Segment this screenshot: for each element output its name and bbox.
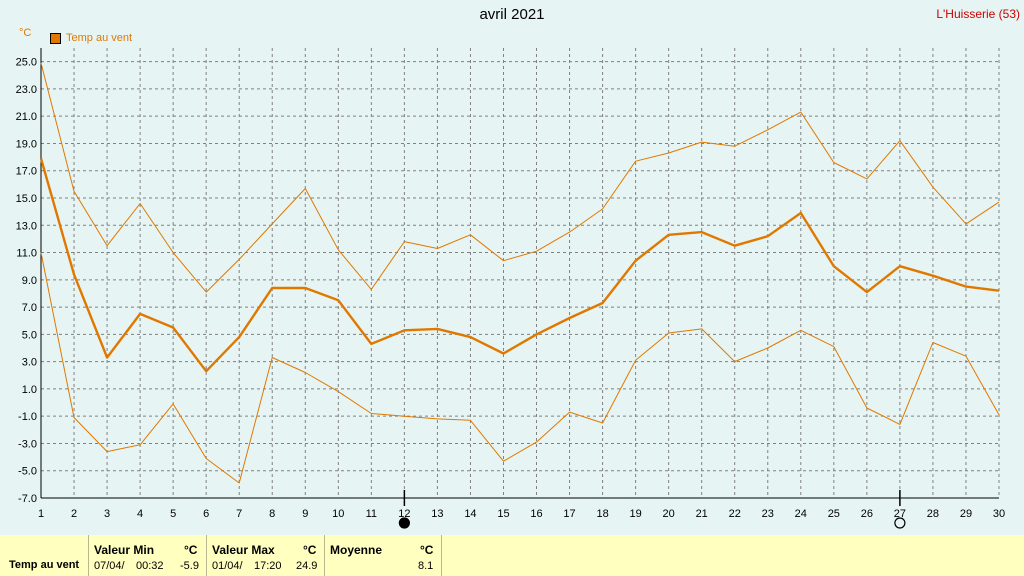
x-tick-label: 22: [729, 508, 741, 520]
x-tick-label: 4: [137, 508, 143, 520]
legend-label: Temp au vent: [66, 32, 133, 44]
stats-avg-value: 8.1: [418, 560, 434, 572]
x-tick-label: 20: [663, 508, 675, 520]
stats-panel: Temp au vent Valeur Min °C 07/04/ 00:32 …: [0, 535, 1024, 576]
stats-max-time: 17:20: [254, 560, 282, 572]
y-tick-label: 11.0: [16, 248, 37, 260]
stats-max-date: 01/04/: [212, 560, 243, 572]
y-tick-label: -3.0: [18, 438, 37, 450]
x-tick-label: 26: [861, 508, 873, 520]
stats-avg-unit: °C: [420, 543, 434, 557]
unit-label: °C: [19, 27, 32, 39]
x-tick-label: 2: [71, 508, 77, 520]
stats-row-label-cell: Temp au vent: [0, 535, 89, 576]
x-tick-label: 15: [497, 508, 509, 520]
x-tick-label: 7: [236, 508, 242, 520]
legend: Temp au vent: [50, 32, 132, 44]
x-tick-label: 25: [828, 508, 840, 520]
stats-min-date: 07/04/: [94, 560, 125, 572]
x-tick-label: 16: [530, 508, 542, 520]
x-tick-label: 6: [203, 508, 209, 520]
y-tick-label: 7.0: [22, 302, 37, 314]
y-tick-label: 21.0: [16, 111, 37, 123]
x-tick-label: 28: [927, 508, 939, 520]
line-chart: 25.023.021.019.017.015.013.011.09.07.05.…: [16, 48, 1005, 529]
stats-max-cell: Valeur Max °C 01/04/ 17:20 24.9: [206, 535, 325, 576]
series-line-max: [40, 62, 1000, 293]
y-tick-label: 23.0: [16, 84, 37, 96]
stats-min-time: 00:32: [136, 560, 164, 572]
y-tick-label: 9.0: [22, 275, 37, 287]
x-tick-label: 19: [629, 508, 641, 520]
x-tick-label: 17: [563, 508, 575, 520]
legend-swatch: [50, 32, 61, 44]
y-tick-label: -5.0: [18, 466, 37, 478]
y-tick-label: 13.0: [16, 220, 37, 232]
x-tick-label: 13: [431, 508, 443, 520]
plot-area: [41, 48, 999, 498]
y-tick-label: 25.0: [16, 57, 37, 69]
stats-avg-cell: Moyenne °C 8.1: [324, 535, 442, 576]
y-tick-label: 15.0: [16, 193, 37, 205]
y-tick-label: 5.0: [22, 329, 37, 341]
x-tick-label: 8: [269, 508, 275, 520]
chart-title: avril 2021: [479, 6, 545, 23]
x-tick-label: 12: [398, 508, 410, 520]
x-tick-label: 18: [596, 508, 608, 520]
x-tick-label: 29: [960, 508, 972, 520]
new-moon-icon: [398, 517, 410, 529]
y-tick-label: 3.0: [22, 357, 37, 369]
y-tick-label: 1.0: [22, 384, 37, 396]
stats-avg-header: Moyenne: [330, 543, 383, 557]
stats-min-unit: °C: [184, 543, 198, 557]
x-tick-label: 27: [894, 508, 906, 520]
y-tick-label: -1.0: [18, 411, 37, 423]
stats-min-header: Valeur Min: [94, 543, 155, 557]
series-line-min: [40, 252, 1000, 484]
y-tick-label: 19.0: [16, 138, 37, 150]
y-tick-label: 17.0: [16, 166, 37, 178]
x-tick-label: 11: [366, 508, 377, 520]
stats-min-value: -5.9: [180, 560, 199, 572]
x-tick-label: 24: [795, 508, 807, 520]
x-tick-label: 1: [38, 508, 44, 520]
x-tick-label: 30: [993, 508, 1005, 520]
y-tick-label: -7.0: [18, 493, 37, 505]
stats-max-value: 24.9: [296, 560, 318, 572]
stats-max-header: Valeur Max: [212, 543, 275, 557]
x-tick-label: 5: [170, 508, 176, 520]
x-tick-label: 21: [696, 508, 708, 520]
stats-max-unit: °C: [303, 543, 317, 557]
series-line-mean: [39, 158, 1000, 373]
x-tick-label: 9: [302, 508, 308, 520]
x-tick-label: 23: [762, 508, 774, 520]
x-tick-label: 3: [104, 508, 110, 520]
full-moon-icon: [894, 517, 906, 529]
stats-row-label: Temp au vent: [9, 559, 80, 571]
x-tick-label: 14: [464, 508, 476, 520]
station-name: L'Huisserie (53): [936, 7, 1020, 21]
stats-min-cell: Valeur Min °C 07/04/ 00:32 -5.9: [88, 535, 207, 576]
x-tick-label: 10: [332, 508, 344, 520]
